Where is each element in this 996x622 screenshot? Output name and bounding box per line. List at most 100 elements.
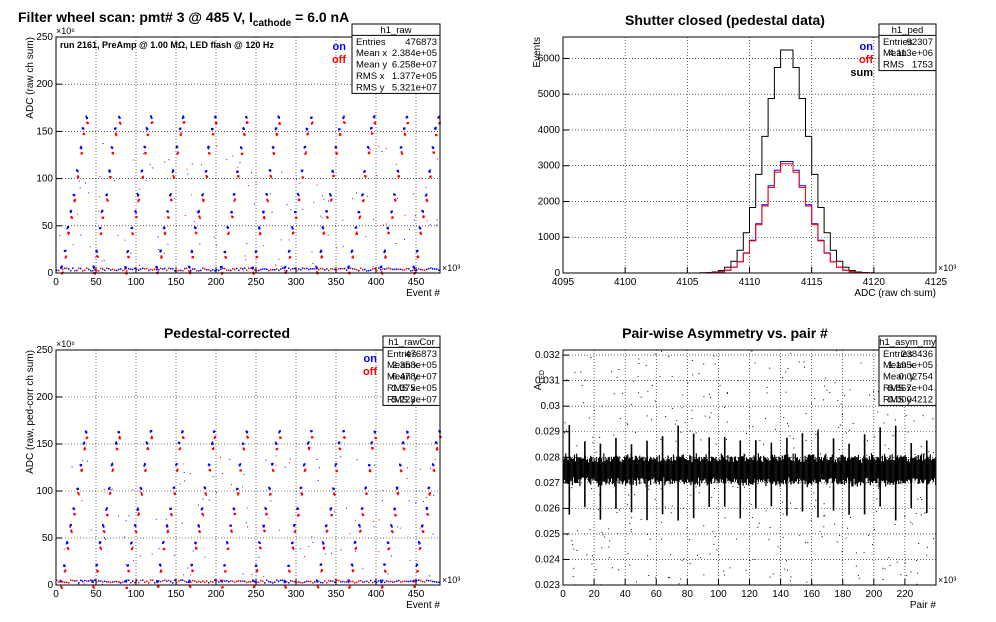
panel-cor-pt-off — [301, 492, 304, 495]
panel-cor-pt-trans — [396, 526, 398, 528]
panel-raw-pt-on — [85, 115, 88, 118]
panel-asym-spike — [863, 434, 866, 515]
panel-cor-pt-trans — [378, 519, 380, 521]
panel-raw-pt-base — [102, 268, 104, 270]
panel-asym-band — [845, 460, 848, 483]
panel-asym-xtick-label: 100 — [710, 589, 727, 600]
panel-asym-outlier — [790, 502, 792, 504]
panel-cor-pt-base — [324, 580, 326, 582]
panel-cor-pt-off — [333, 493, 336, 496]
panel-cor-stat-key: RMS y — [387, 394, 416, 405]
panel-cor-pt-on — [333, 487, 335, 490]
panel-cor-pt-base — [102, 581, 104, 583]
panel-asym-outlier — [766, 386, 768, 388]
panel-cor-pt-trans — [103, 536, 105, 538]
panel-cor-pt-on — [239, 464, 241, 467]
panel-asym-xtick-label: 120 — [741, 589, 758, 600]
panel-raw-pt-trans — [157, 236, 159, 238]
panel-raw-pt-on — [331, 169, 334, 172]
panel-asym-outlier — [834, 382, 836, 384]
panel-raw-pt-off — [114, 132, 117, 135]
panel-raw-pt-on — [277, 115, 280, 118]
panel-asym-outlier — [910, 521, 912, 523]
panel-cor-pt-trans — [208, 499, 210, 501]
panel-cor-pt-on — [320, 563, 323, 566]
panel-asym-outlier — [678, 583, 680, 585]
panel-cor-pt-on — [407, 431, 409, 434]
panel-cor-pt-off — [242, 447, 245, 450]
panel-raw-pt-off — [326, 215, 328, 218]
panel-asym-outlier — [660, 521, 662, 523]
panel-asym-outlier — [834, 523, 836, 525]
panel-asym-outlier — [856, 552, 858, 554]
panel-cor-pt-on — [239, 463, 242, 466]
panel-asym-outlier — [689, 539, 691, 541]
panel-asym-ytick-label: 0.025 — [535, 529, 560, 540]
panel-cor-pt-on — [146, 442, 149, 445]
panel-raw-pt-trans — [246, 243, 248, 245]
panel-asym-band — [642, 456, 644, 480]
panel-asym-band — [875, 460, 877, 484]
panel-asym-outlier — [713, 487, 715, 489]
panel-cor-pt-on — [182, 430, 184, 433]
panel-raw-pt-base — [224, 267, 226, 270]
panel-raw-pt-trans — [184, 215, 186, 217]
panel-cor-pt-off — [331, 513, 333, 516]
panel-raw-pt-base — [334, 268, 336, 271]
panel-cor-pt-off — [84, 447, 87, 450]
panel-cor-pt-base — [308, 580, 310, 583]
panel-asym-outlier — [613, 393, 615, 395]
panel-asym-outlier — [925, 512, 927, 514]
panel-asym-outlier — [840, 403, 842, 405]
panel-cor-pt-on — [159, 564, 162, 567]
panel-cor-pt-trans — [433, 494, 435, 496]
panel-raw-pt-on — [383, 251, 386, 254]
panel-raw-pt-off — [112, 151, 115, 154]
panel-ped-ytick-label: 1000 — [538, 232, 561, 243]
panel-asym-band — [696, 458, 699, 485]
panel-asym-band — [819, 459, 821, 483]
panel-raw-pt-base — [168, 267, 170, 270]
panel-raw-pt-trans — [336, 247, 338, 249]
panel-cor-xexp: ×10³ — [442, 575, 460, 585]
panel-raw-pt-on — [202, 193, 204, 196]
panel-asym-band — [629, 458, 631, 485]
panel-raw-pt-base — [210, 270, 212, 272]
panel-asym-spike — [646, 440, 648, 521]
panel-asym-outlier — [829, 391, 831, 393]
panel-asym-outlier — [768, 539, 770, 541]
panel-asym-outlier — [874, 398, 876, 400]
panel-raw-pt-trans — [245, 259, 247, 261]
panel-asym-spike — [848, 443, 850, 515]
panel-cor-pt-on — [262, 525, 265, 528]
panel-raw-pt-trans — [372, 218, 374, 220]
panel-cor-pt-trans — [222, 472, 224, 474]
panel-raw-pt-trans — [254, 203, 256, 205]
panel-asym-outlier — [793, 447, 795, 449]
panel-raw-pt-off — [398, 175, 401, 178]
panel-cor-pt-on — [115, 441, 118, 444]
panel-cor-pt-off — [391, 531, 394, 534]
panel-cor-pt-base — [344, 581, 346, 583]
panel-asym-outlier — [828, 464, 830, 466]
panel-raw-pt-on — [224, 251, 227, 254]
panel-asym-xlabel: Pair # — [910, 600, 937, 611]
panel-asym-outlier — [803, 361, 805, 363]
panel-raw-pt-off — [298, 198, 301, 201]
panel-asym-band — [893, 460, 895, 483]
panel-asym-band — [618, 456, 620, 484]
panel-raw-pt-trans — [239, 162, 241, 164]
panel-asym-outlier — [724, 574, 726, 576]
panel-asym-outlier — [896, 561, 898, 563]
panel-cor-pt-on — [373, 430, 376, 433]
panel-raw-pt-base — [58, 269, 60, 272]
panel-asym-outlier — [837, 400, 839, 402]
panel-asym-band — [749, 459, 751, 484]
panel-cor-pt-off — [93, 586, 95, 589]
panel-raw-pt-off — [327, 216, 329, 219]
panel-raw-stat-value: 476873 — [405, 37, 437, 48]
panel-cor-pt-base — [320, 581, 322, 584]
panel-asym-outlier — [669, 458, 671, 460]
panel-asym-outlier — [565, 429, 567, 431]
panel-raw-pt-trans — [174, 197, 176, 199]
